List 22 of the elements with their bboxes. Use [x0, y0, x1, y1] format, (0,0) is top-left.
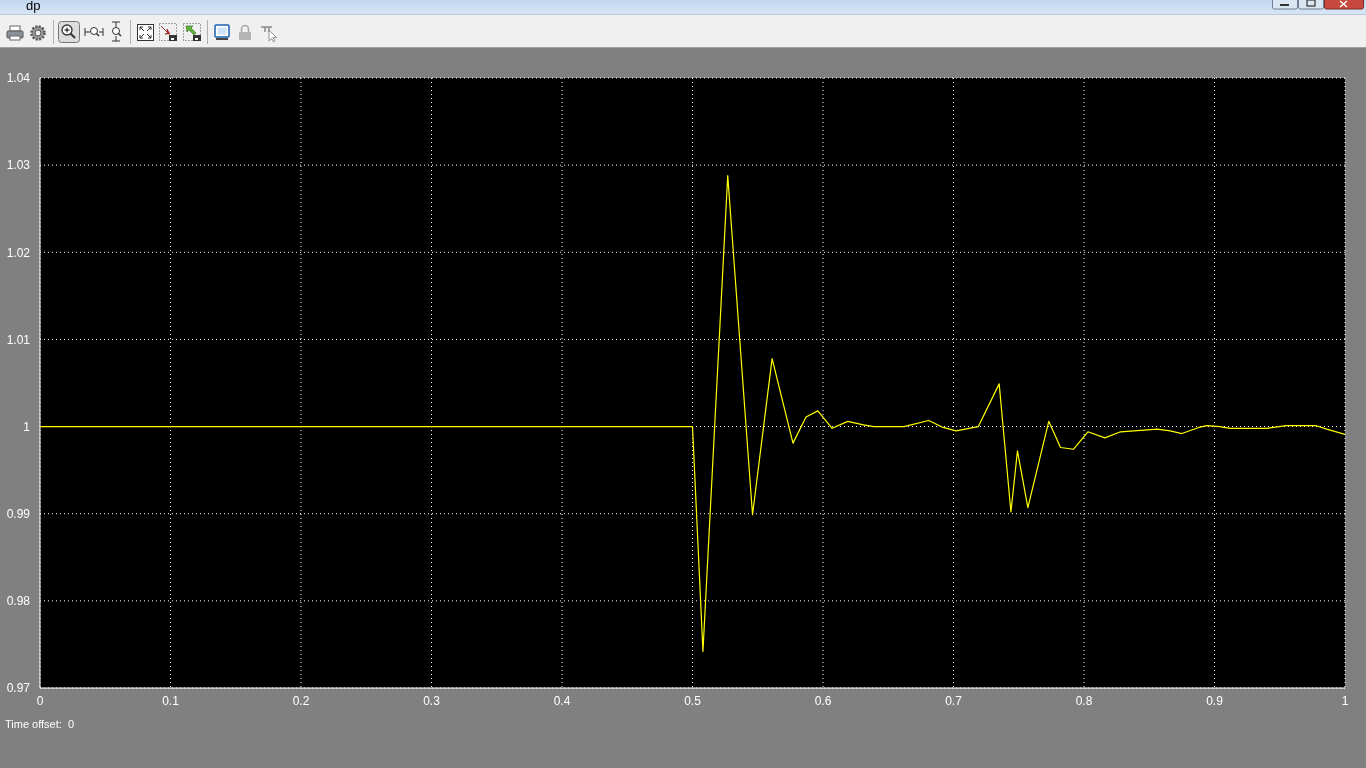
x-tick-label: 0.6	[814, 693, 832, 708]
y-tick-label: 0.98	[6, 594, 31, 609]
line-series	[40, 175, 1345, 652]
chart-title: dp	[26, 0, 41, 14]
x-tick-label: 0.4	[553, 693, 571, 708]
y-tick-label: 1.04	[6, 71, 31, 86]
x-tick-label: 0.3	[423, 693, 441, 708]
y-tick-label: 1	[23, 419, 31, 434]
x-tick-label: 0.8	[1075, 693, 1093, 708]
y-tick-label: 1.02	[6, 245, 31, 260]
x-tick-label: 0	[36, 693, 44, 708]
y-tick-label: 0.99	[6, 506, 31, 521]
y-tick-label: 1.03	[6, 158, 31, 173]
y-tick-label: 1.01	[6, 332, 31, 347]
x-tick-label: 0.5	[684, 693, 702, 708]
x-tick-label: 1	[1341, 693, 1349, 708]
x-tick-label: 0.9	[1206, 693, 1224, 708]
x-tick-label: 0.7	[945, 693, 963, 708]
text: Time offset: 0	[5, 718, 75, 730]
x-tick-label: 0.2	[292, 693, 310, 708]
x-tick-label: 0.1	[162, 693, 180, 708]
y-tick-label: 0.97	[6, 681, 31, 696]
